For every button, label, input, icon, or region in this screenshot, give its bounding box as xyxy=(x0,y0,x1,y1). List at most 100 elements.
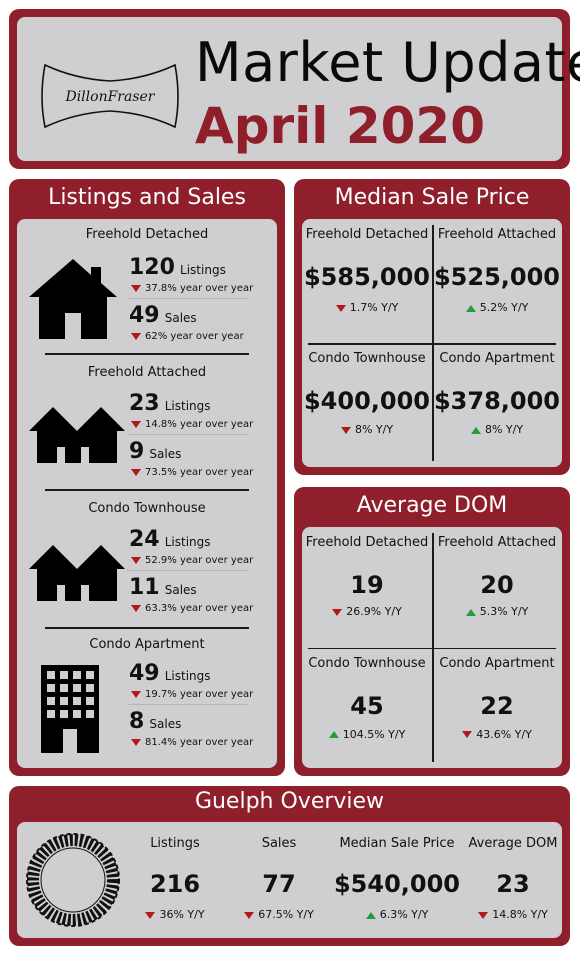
down-arrow-icon xyxy=(335,304,346,312)
up-arrow-icon xyxy=(470,426,481,434)
overview-value: 77 xyxy=(262,870,296,898)
sales-label: Sales xyxy=(164,583,197,597)
cell-title: Condo Townhouse xyxy=(308,655,426,671)
down-arrow-icon xyxy=(131,556,141,564)
down-arrow-icon xyxy=(244,911,255,919)
listings-count: 120 xyxy=(129,255,175,280)
dom-cell-freehold-detached: Freehold Detached 19 26.9% Y/Y xyxy=(302,527,432,648)
grid-divider-horizontal xyxy=(308,343,556,345)
overview-value: 23 xyxy=(496,870,530,898)
dom-cell-condo-apartment: Condo Apartment 22 43.6% Y/Y xyxy=(432,648,562,769)
cell-change: 8% Y/Y xyxy=(354,423,394,436)
divider xyxy=(127,434,249,435)
listings-count: 24 xyxy=(129,527,160,552)
msp-cell-condo-apartment: Condo Apartment $378,000 8% Y/Y xyxy=(432,343,562,467)
listings-change: 52.9% year over year xyxy=(145,555,254,566)
dom-cell-condo-townhouse: Condo Townhouse 45 104.5% Y/Y xyxy=(302,648,432,769)
attached-houses-icon xyxy=(29,407,125,463)
overview-label: Listings xyxy=(150,836,200,851)
down-arrow-icon xyxy=(340,426,351,434)
listings-change: 14.8% year over year xyxy=(145,419,254,430)
cell-title: Freehold Attached xyxy=(437,227,557,242)
median-sale-price-panel: Median Sale Price Freehold Detached $585… xyxy=(294,179,570,475)
listings-sales-title: Listings and Sales xyxy=(48,185,246,210)
down-arrow-icon xyxy=(131,468,141,476)
cell-title: Freehold Attached xyxy=(437,535,557,550)
bowtie-logo-icon: DillonFraser xyxy=(41,63,179,129)
sales-count: 49 xyxy=(129,303,160,328)
sales-label: Sales xyxy=(149,447,182,461)
down-arrow-icon xyxy=(131,738,141,746)
cell-change: 1.7% Y/Y xyxy=(349,301,399,314)
average-dom-panel: Average DOM Freehold Detached 19 26.9% Y… xyxy=(294,487,570,776)
section-title: Freehold Attached xyxy=(87,365,207,380)
overview-sales: Sales 77 67.5% Y/Y xyxy=(229,822,329,938)
section-freehold-detached: Freehold Detached 120 Listings 37.8% yea… xyxy=(17,219,277,355)
down-arrow-icon xyxy=(131,604,141,612)
cell-value: 19 xyxy=(350,571,384,599)
divider xyxy=(127,704,249,705)
down-arrow-icon xyxy=(131,690,141,698)
sales-change: 73.5% year over year xyxy=(145,467,254,478)
apartment-building-icon xyxy=(41,665,99,753)
sales-count: 9 xyxy=(129,439,145,464)
down-arrow-icon xyxy=(332,608,343,616)
divider xyxy=(127,570,249,571)
sales-label: Sales xyxy=(164,311,197,325)
median-sale-price-inner: Freehold Detached $585,000 1.7% Y/Y Free… xyxy=(302,219,562,467)
cell-title: Freehold Detached xyxy=(305,227,429,242)
average-dom-title: Average DOM xyxy=(356,493,508,518)
listings-label: Listings xyxy=(164,535,211,549)
house-icon xyxy=(29,259,117,339)
listings-count: 23 xyxy=(129,391,160,416)
overview-change: 14.8% Y/Y xyxy=(492,908,548,921)
median-sale-price-title: Median Sale Price xyxy=(334,185,530,210)
listings-change: 19.7% year over year xyxy=(145,689,254,700)
overview-change: 6.3% Y/Y xyxy=(379,908,429,921)
overview-median-sale-price: Median Sale Price $540,000 6.3% Y/Y xyxy=(331,822,463,938)
sales-count: 8 xyxy=(129,709,145,734)
msp-cell-condo-townhouse: Condo Townhouse $400,000 8% Y/Y xyxy=(302,343,432,467)
cell-title: Condo Townhouse xyxy=(308,351,426,366)
cell-change: 43.6% Y/Y xyxy=(476,727,532,741)
dom-cell-freehold-attached: Freehold Attached 20 5.3% Y/Y xyxy=(432,527,562,648)
overview-label: Median Sale Price xyxy=(339,836,455,851)
cell-value: 20 xyxy=(480,571,514,599)
listings-label: Listings xyxy=(180,263,226,277)
section-title: Condo Apartment xyxy=(89,637,205,652)
sales-change: 63.3% year over year xyxy=(145,603,254,614)
cell-change: 26.9% Y/Y xyxy=(346,605,402,618)
city-skyline-ring-icon xyxy=(26,833,120,927)
listings-sales-panel: Listings and Sales Freehold Detached 120… xyxy=(9,179,285,776)
townhouse-icon xyxy=(29,545,125,601)
overview-average-dom: Average DOM 23 14.8% Y/Y xyxy=(463,822,563,938)
overview-listings: Listings 216 36% Y/Y xyxy=(125,822,225,938)
sales-count: 11 xyxy=(129,575,160,600)
listings-change: 37.8% year over year xyxy=(145,283,254,294)
overview-value: $540,000 xyxy=(333,870,460,898)
down-arrow-icon xyxy=(462,731,473,738)
page-date: April 2020 xyxy=(195,97,485,155)
listings-count: 49 xyxy=(129,661,160,686)
guelph-overview-panel: Guelph Overview Listings 216 36% Y/Y Sal… xyxy=(9,786,570,946)
section-separator xyxy=(45,353,249,355)
section-title: Condo Townhouse xyxy=(88,501,206,516)
overview-value: 216 xyxy=(149,870,201,898)
up-arrow-icon xyxy=(465,608,476,616)
guelph-overview-title: Guelph Overview xyxy=(194,789,385,814)
logo-text: DillonFraser xyxy=(64,89,155,105)
cell-value: $378,000 xyxy=(433,387,560,415)
down-arrow-icon xyxy=(131,284,141,292)
up-arrow-icon xyxy=(365,911,376,919)
cell-change: 8% Y/Y xyxy=(484,423,524,436)
listings-sales-inner: Freehold Detached 120 Listings 37.8% yea… xyxy=(17,219,277,768)
msp-cell-freehold-attached: Freehold Attached $525,000 5.2% Y/Y xyxy=(432,219,562,343)
cell-change: 5.3% Y/Y xyxy=(479,605,529,618)
down-arrow-icon xyxy=(131,420,141,428)
section-condo-apartment: Condo Apartment 49 Listings 19.7% year o… xyxy=(17,629,277,767)
section-separator xyxy=(45,489,249,491)
up-arrow-icon xyxy=(328,731,339,738)
sales-change: 62% year over year xyxy=(145,331,244,342)
cell-title: Condo Apartment xyxy=(439,655,555,671)
listings-label: Listings xyxy=(164,669,211,683)
